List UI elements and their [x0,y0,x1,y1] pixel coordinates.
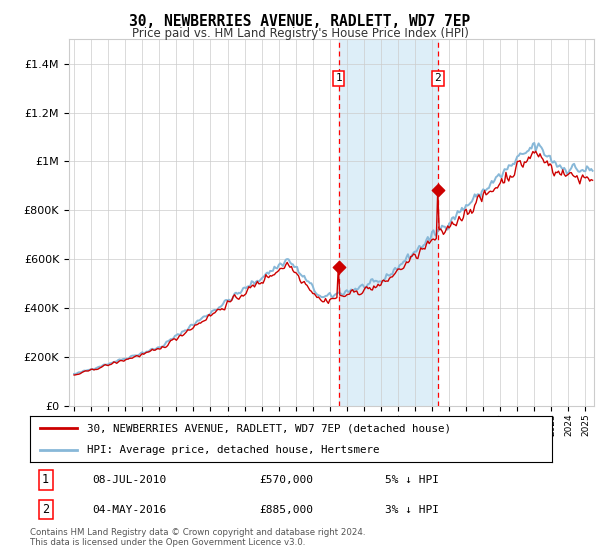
Text: Price paid vs. HM Land Registry's House Price Index (HPI): Price paid vs. HM Land Registry's House … [131,27,469,40]
Text: Contains HM Land Registry data © Crown copyright and database right 2024.
This d: Contains HM Land Registry data © Crown c… [30,528,365,547]
Text: 04-MAY-2016: 04-MAY-2016 [92,505,167,515]
Text: 1: 1 [335,73,342,83]
Text: 2: 2 [434,73,441,83]
Text: 1: 1 [42,473,49,487]
Text: £570,000: £570,000 [260,475,314,485]
Text: HPI: Average price, detached house, Hertsmere: HPI: Average price, detached house, Hert… [88,445,380,455]
Text: 5% ↓ HPI: 5% ↓ HPI [385,475,439,485]
Bar [338,39,438,406]
Text: 2: 2 [42,503,49,516]
Text: 08-JUL-2010: 08-JUL-2010 [92,475,167,485]
Text: £885,000: £885,000 [260,505,314,515]
Point [433,185,443,194]
Text: 3% ↓ HPI: 3% ↓ HPI [385,505,439,515]
Text: 30, NEWBERRIES AVENUE, RADLETT, WD7 7EP: 30, NEWBERRIES AVENUE, RADLETT, WD7 7EP [130,14,470,29]
Point [334,262,343,271]
Text: 30, NEWBERRIES AVENUE, RADLETT, WD7 7EP (detached house): 30, NEWBERRIES AVENUE, RADLETT, WD7 7EP … [88,423,451,433]
